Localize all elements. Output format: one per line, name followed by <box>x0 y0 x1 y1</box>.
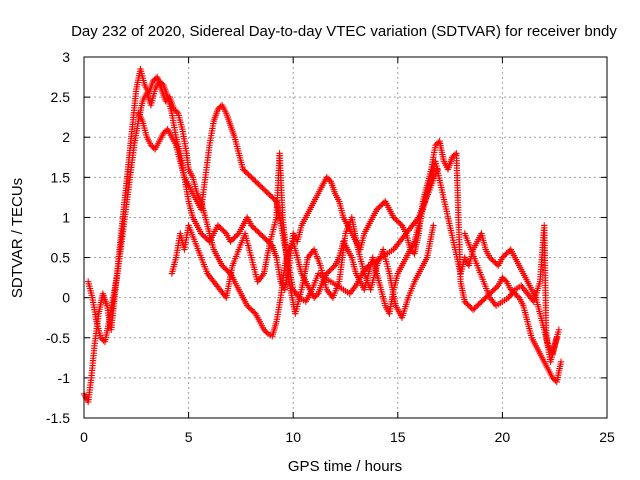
x-tick-labels: 0 5 10 15 20 25 <box>80 429 615 445</box>
series-track-e <box>461 222 563 366</box>
data-point <box>430 222 437 229</box>
x-tick-label: 20 <box>495 429 511 445</box>
y-tick-labels: -1.5 -1 -0.5 0 0.5 1 1.5 2 2.5 3 <box>46 49 70 426</box>
data-point <box>221 228 229 236</box>
data-point <box>434 166 441 173</box>
plot-frame <box>83 56 608 419</box>
y-tick-label: 2.5 <box>51 89 71 105</box>
y-tick-label: -1.5 <box>46 410 70 426</box>
x-axis-label: GPS time / hours <box>288 458 402 475</box>
y-tick-label: -1 <box>58 370 71 386</box>
data-point <box>514 293 521 300</box>
x-tick-label: 10 <box>285 429 301 445</box>
series-track-b <box>84 77 560 358</box>
data-point <box>557 358 565 366</box>
x-tick-label: 25 <box>599 429 615 445</box>
data-point <box>501 277 509 284</box>
data-point <box>234 231 241 239</box>
data-point <box>173 108 180 116</box>
y-tick-label: 1 <box>62 209 70 225</box>
series-track-d <box>168 150 437 321</box>
data-point <box>158 80 166 87</box>
data-point <box>250 309 258 316</box>
data-point <box>313 291 321 299</box>
x-tick-label: 15 <box>390 429 406 445</box>
series-track-a <box>80 65 565 406</box>
data-point <box>397 220 404 228</box>
data-point <box>451 151 459 158</box>
y-tick-label: 0.5 <box>51 250 71 266</box>
data-point <box>326 176 333 184</box>
x-tick-label: 5 <box>185 429 193 445</box>
y-tick-label: 2 <box>62 129 70 145</box>
data-point <box>330 263 337 271</box>
y-tick-label: 0 <box>62 290 70 306</box>
chart-title: Day 232 of 2020, Sidereal Day-to-day VTE… <box>71 23 617 40</box>
data-point <box>263 329 270 336</box>
x-tick-label: 0 <box>80 429 88 445</box>
data-point <box>555 326 563 333</box>
data-point <box>493 283 501 291</box>
y-tick-label: 3 <box>62 49 70 65</box>
series-track-c <box>135 101 441 305</box>
y-tick-label: 1.5 <box>51 169 71 185</box>
y-axis-label: SDTVAR / TECUs <box>9 178 26 298</box>
y-tick-label: -0.5 <box>46 330 70 346</box>
data-points <box>80 65 565 406</box>
